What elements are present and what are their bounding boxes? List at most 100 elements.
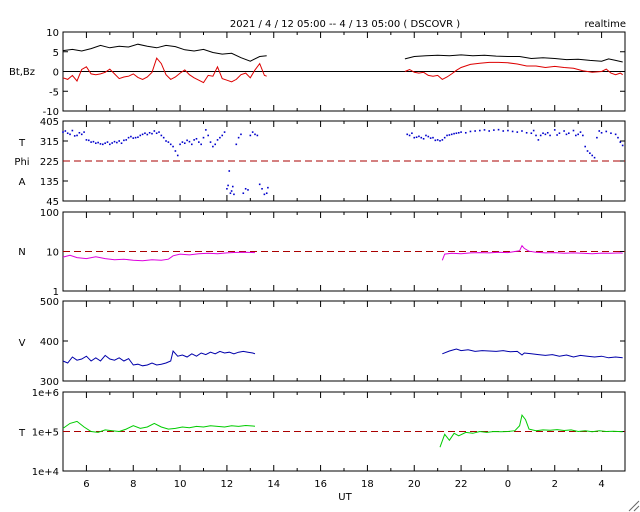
resize-grip-icon[interactable] [628, 500, 640, 512]
x-tick-label: 14 [267, 479, 280, 490]
phi-point [507, 129, 509, 132]
phi-point [565, 133, 568, 136]
x-axis-label: UT [338, 492, 352, 503]
phi-point [62, 131, 64, 133]
phi-point [460, 131, 462, 133]
phi-point [577, 133, 579, 136]
temperature-ytick-label: 1e+5 [32, 428, 59, 439]
phi-point [227, 184, 229, 187]
phi-point [109, 143, 111, 146]
temperature-panel: 1e+6 1e+5 1e+4 T 6 8 10 12 14 16 18 20 22 0 2 4 [18, 388, 626, 490]
phi-point [155, 132, 158, 135]
phi-point [464, 131, 467, 134]
realtime-badge: realtime [584, 19, 626, 30]
phi-point [235, 143, 238, 146]
phi-point [148, 131, 151, 134]
phi-point [497, 128, 500, 131]
speed-series-line [442, 348, 623, 359]
x-tick-label: 6 [83, 479, 89, 490]
phi-point [83, 131, 85, 133]
bt-series-line [62, 43, 267, 62]
magnetic-field-ytick-label: 10 [46, 28, 59, 39]
phi-point [249, 134, 252, 137]
phi-point [493, 129, 495, 131]
phi-point [556, 134, 558, 136]
phi-point [453, 132, 455, 135]
phi-point [251, 131, 254, 133]
phi-point [160, 134, 163, 137]
phi-point [193, 139, 195, 141]
phi-point [265, 192, 268, 195]
phi-point [188, 140, 191, 143]
phi-point [532, 129, 535, 132]
phi-point [596, 136, 598, 139]
phi-point [247, 189, 249, 191]
phi-point [97, 141, 99, 144]
phi-point [413, 136, 416, 139]
phi-point [535, 134, 537, 137]
phi-point [408, 134, 411, 137]
phi-point [141, 133, 144, 136]
phi-point [418, 135, 420, 138]
phi-point [78, 131, 81, 134]
phi-point [76, 134, 78, 137]
phi-angle-ytick-label: 135 [40, 177, 59, 188]
phi-point [102, 143, 104, 146]
phi-point [158, 131, 160, 133]
phi-point [190, 143, 193, 146]
speed-ylabel: V [19, 338, 26, 349]
phi-point [572, 129, 575, 132]
phi-point [455, 132, 458, 135]
magnetic-field-ylabel: Bt,Bz [9, 67, 35, 78]
phi-angle-ytick-label: 405 [40, 117, 59, 128]
phi-angle-ylabel: Phi [14, 157, 29, 168]
panels-group: 1050-5-10Bt,Bz40531522513545TPhiA100101N… [9, 28, 626, 490]
density-ylabel: N [18, 247, 25, 258]
phi-point [167, 141, 170, 143]
phi-angle-ytick-label: 315 [40, 137, 59, 148]
phi-point [432, 136, 434, 139]
speed-ytick-label: 300 [40, 377, 59, 388]
magnetic-field-ytick-label: 5 [53, 48, 59, 59]
phi-point [71, 129, 74, 132]
phi-point [151, 132, 153, 135]
phi-point [542, 132, 544, 135]
phi-point [195, 137, 198, 140]
x-tick-label: 10 [174, 479, 187, 490]
phi-point [242, 192, 245, 195]
phi-point [439, 139, 441, 142]
phi-point [118, 140, 120, 142]
phi-point [558, 132, 561, 135]
phi-point [214, 143, 217, 146]
x-tick-label: 0 [505, 479, 511, 490]
phi-point [589, 152, 591, 155]
phi-point [521, 130, 523, 132]
density-series-line [441, 244, 623, 261]
phi-point [584, 145, 586, 148]
phi-angle-ylabel: A [19, 177, 26, 188]
phi-point [415, 136, 418, 139]
phi-point [600, 131, 603, 134]
phi-point [73, 135, 76, 137]
phi-point [228, 170, 231, 172]
phi-point [94, 142, 97, 145]
phi-point [568, 132, 570, 135]
phi-point [516, 131, 519, 133]
phi-point [411, 132, 413, 135]
phi-point [69, 133, 71, 136]
x-tick-label: 2 [552, 479, 558, 490]
phi-point [207, 134, 209, 137]
speed-ytick-label: 500 [40, 297, 59, 308]
phi-point [434, 139, 437, 142]
phi-point [579, 131, 582, 133]
phi-point [436, 139, 439, 141]
phi-point [230, 190, 233, 192]
phi-point [113, 140, 116, 143]
phi-point [125, 139, 128, 141]
phi-point [130, 135, 132, 138]
phi-point [586, 150, 589, 152]
phi-point [539, 134, 542, 137]
phi-point [261, 187, 263, 190]
phi-point [111, 142, 113, 144]
